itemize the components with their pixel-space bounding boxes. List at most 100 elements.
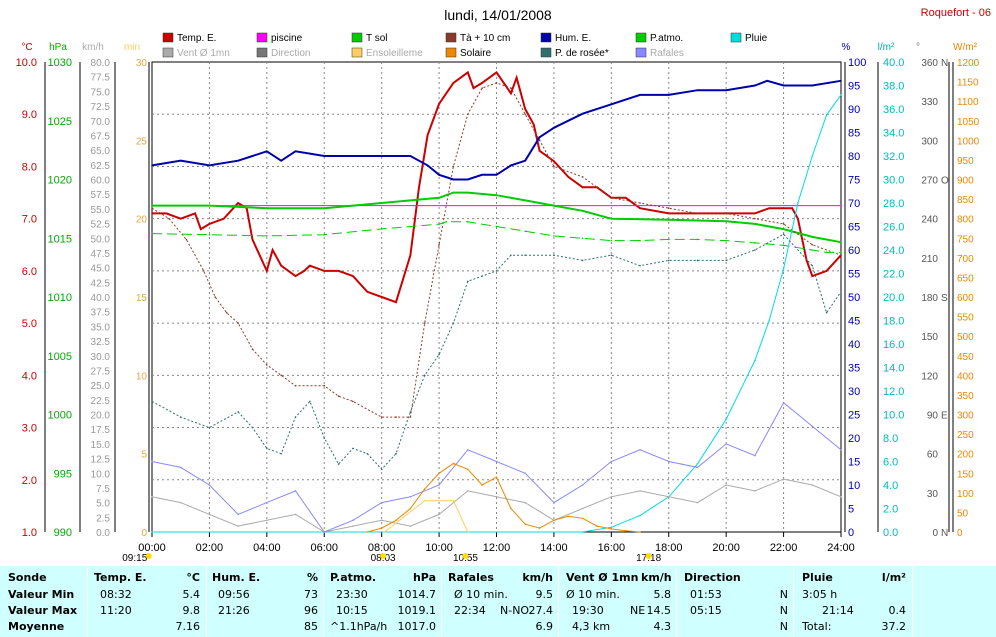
data-point-hum-e — [510, 164, 512, 167]
data-point-solaire — [510, 507, 512, 510]
data-point-temp-e — [294, 275, 297, 277]
data-point-t-sol — [323, 207, 326, 210]
data-point-t-10-cm — [754, 217, 756, 220]
hum-axis-tick: 75 — [848, 175, 860, 187]
patmo-mean-value: 1017.0 — [397, 620, 437, 633]
data-point-hum-e — [696, 89, 699, 91]
dir-axis-tick: 300 — [921, 136, 938, 147]
data-point-t-10-cm — [225, 311, 228, 314]
dir-axis-tick: 180 — [921, 293, 938, 304]
hum-axis-tick: 95 — [848, 81, 860, 93]
data-point-vent-1mn — [639, 490, 641, 492]
data-point-t-sol — [553, 204, 555, 207]
data-point-temp-e — [165, 212, 168, 215]
dir-axis-letter: O — [941, 176, 949, 187]
x-tick-label: 18:00 — [655, 542, 683, 554]
rain-axis-tick: 24.0 — [883, 245, 904, 257]
legend-label: P.atmo. — [650, 33, 683, 44]
x-tick-label: 14:00 — [540, 542, 568, 554]
stats-header-vent-unit: km/h — [641, 571, 672, 584]
time-marker-label: 09:15 — [122, 553, 147, 564]
legend-label: Solaire — [460, 48, 492, 59]
legend-label: Pluie — [745, 33, 768, 44]
vent-max-value: 14.5 — [646, 604, 672, 617]
legend-swatch — [635, 32, 647, 43]
hum-axis-tick: 90 — [848, 104, 860, 116]
dir-axis-tick: 150 — [921, 332, 938, 343]
stats-table: Sonde Temp. E. °C Hum. E. % P.atmo. hPa … — [0, 566, 996, 637]
rain-axis-tick: 14.0 — [883, 363, 904, 375]
data-point-t-10-cm — [409, 416, 412, 418]
data-point-hum-e — [725, 89, 727, 91]
pluie-max-value: 0.4 — [888, 604, 907, 617]
legend-swatch — [256, 47, 268, 58]
data-point-t-10-cm — [639, 202, 641, 204]
data-point-t-10-cm — [237, 322, 239, 324]
rain-axis-tick: 16.0 — [883, 339, 904, 351]
data-point-t-10-cm — [202, 270, 205, 272]
data-point-t-10-cm — [840, 254, 842, 257]
data-point-p-de-ros-e — [309, 400, 311, 403]
data-point-ensoleilleme — [383, 531, 386, 533]
data-point-t-sol — [380, 202, 383, 204]
data-point-hum-e — [323, 155, 326, 157]
temp-axis-tick: 9.0 — [22, 109, 37, 121]
data-point-rafales — [782, 401, 785, 404]
min-axis-tick: 0 — [141, 528, 147, 539]
axis-unit: min — [124, 42, 140, 53]
data-point-hum-e — [766, 80, 769, 82]
hum-axis-tick: 80 — [848, 151, 860, 163]
hum-axis-tick: 65 — [848, 222, 860, 234]
data-point-p-atmo — [581, 237, 584, 240]
dir-axis-tick: 360 — [921, 58, 938, 69]
min-axis-tick: 25 — [136, 136, 148, 147]
data-point-hum-e — [294, 150, 297, 153]
solar-axis-tick: 400 — [957, 371, 974, 382]
data-point-vent-1mn — [266, 519, 268, 522]
min-axis-tick: 20 — [136, 215, 148, 226]
data-point-p-atmo — [840, 251, 842, 254]
data-point-t-10-cm — [323, 384, 326, 387]
x-tick-label: 20:00 — [712, 542, 740, 554]
data-point-temp-e — [452, 82, 455, 84]
wind-axis-tick: 77.5 — [91, 73, 111, 84]
data-point-vent-1mn — [811, 484, 814, 486]
data-point-hum-e — [409, 155, 412, 157]
data-point-hum-e — [237, 159, 239, 162]
data-point-temp-e — [782, 207, 785, 210]
axis-unit: W/m² — [953, 42, 978, 53]
data-point-temp-e — [237, 202, 239, 204]
wind-axis-tick: 2.5 — [96, 513, 110, 524]
data-point-vent-1mn — [725, 484, 727, 486]
data-point-temp-e — [438, 102, 440, 105]
rafales-min-time: Ø 10 min. — [454, 588, 508, 601]
data-point-t-sol — [725, 220, 727, 223]
data-point-rafales — [725, 443, 727, 445]
solar-axis-tick: 300 — [957, 411, 974, 422]
hum-min-value: 73 — [304, 588, 318, 601]
pluie-max-time: 21:14 — [822, 604, 854, 617]
data-point-p-de-ros-e — [266, 447, 268, 450]
data-point-p-de-ros-e — [380, 468, 383, 471]
rain-axis-tick: 12.0 — [883, 386, 904, 398]
data-point-solaire — [553, 519, 555, 522]
temp-axis-tick: 3.0 — [22, 423, 37, 435]
solar-axis-tick: 200 — [957, 450, 974, 461]
data-point-temp-e — [624, 196, 627, 199]
data-point-vent-1mn — [495, 495, 498, 498]
temp-min-value: 5.4 — [182, 588, 201, 601]
data-point-p-de-ros-e — [466, 280, 469, 283]
data-point-hum-e — [639, 94, 641, 96]
data-point-p-atmo — [466, 221, 469, 223]
solar-axis-tick: 50 — [957, 508, 969, 519]
data-point-p-de-ros-e — [639, 264, 641, 267]
rain-axis-tick: 10.0 — [883, 410, 904, 422]
solar-axis-tick: 600 — [957, 293, 974, 304]
legend-swatch — [351, 47, 363, 58]
dir-axis-tick: 0 — [932, 528, 938, 539]
data-point-t-10-cm — [495, 82, 498, 84]
vent-mean-value: 4.3 — [653, 620, 672, 633]
legend-label: P. de rosée* — [555, 48, 609, 59]
hum-axis-tick: 60 — [848, 245, 860, 257]
data-point-pluie — [754, 359, 756, 362]
